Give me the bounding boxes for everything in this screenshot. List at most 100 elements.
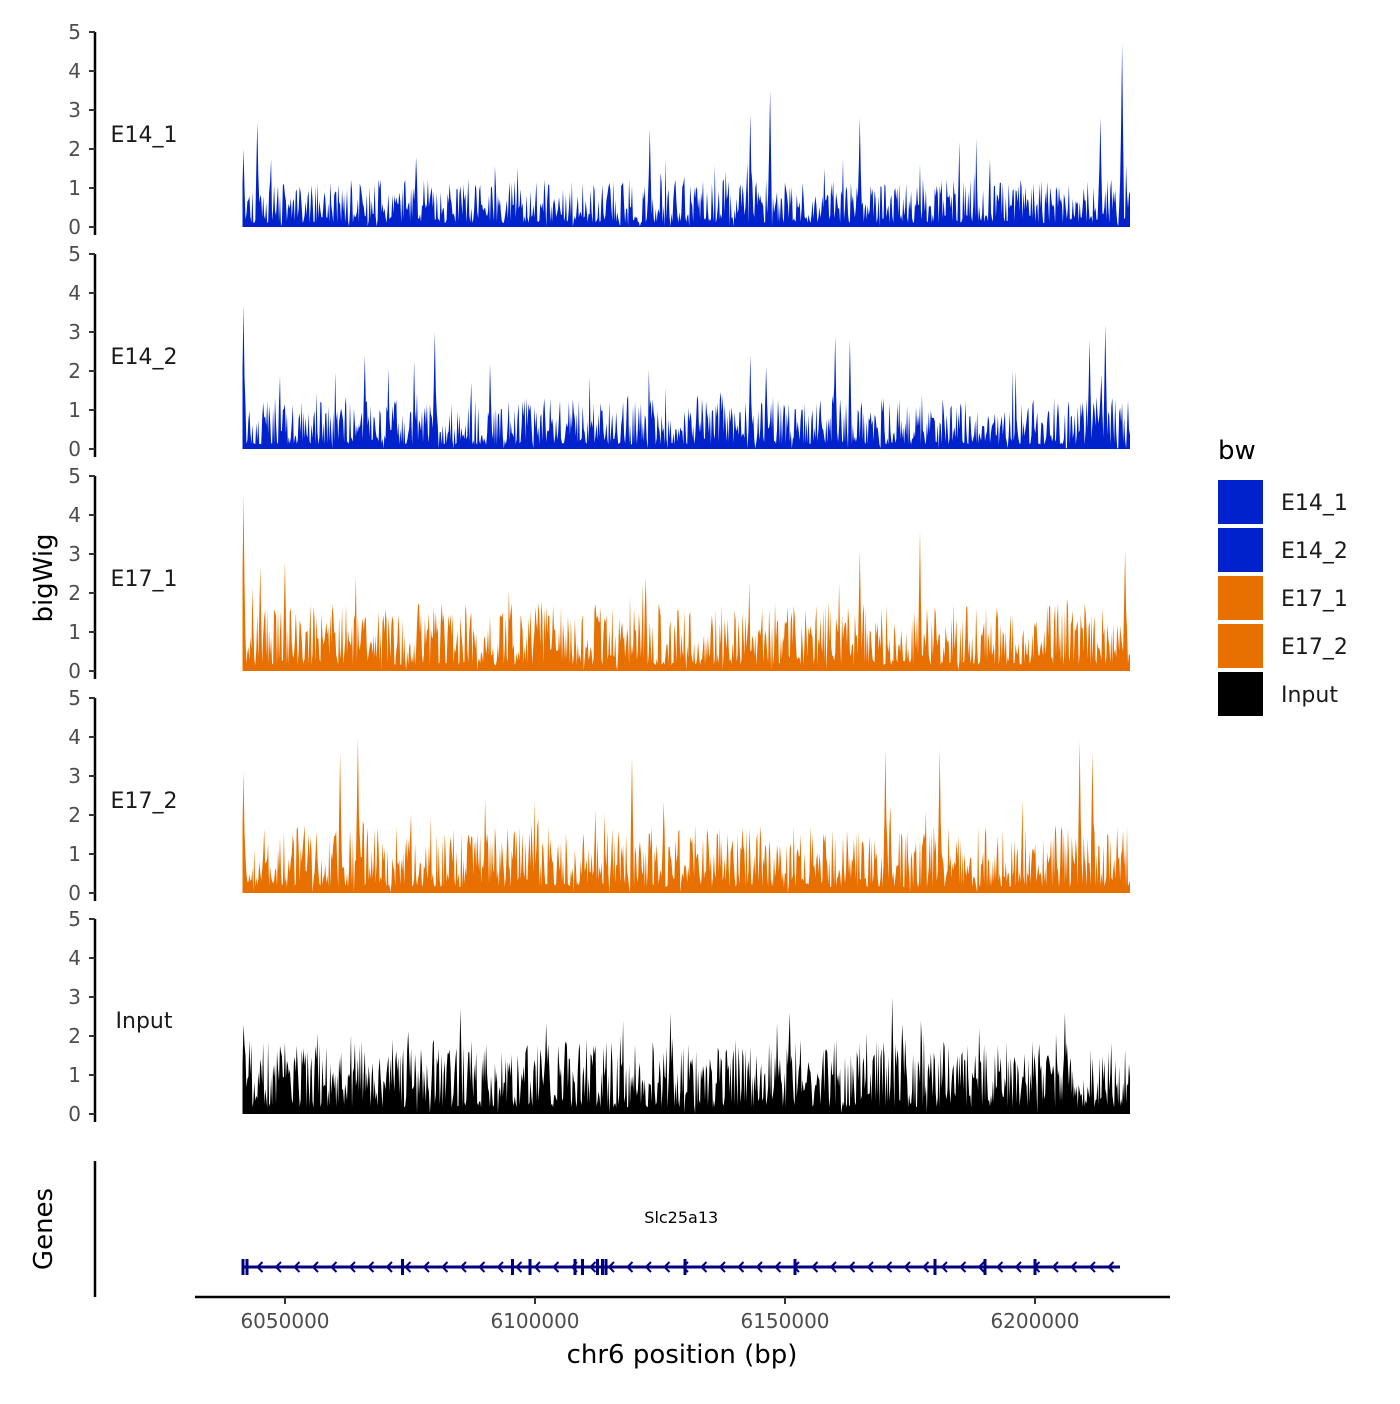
y-tick-label: 0 (68, 881, 81, 905)
y-tick-label: 0 (68, 659, 81, 683)
strand-arrow (737, 1261, 745, 1273)
strand-arrow (626, 1261, 634, 1273)
track-E14_1: 0 1 2 3 4 5 E14_1 (68, 20, 1130, 239)
strand-arrow (496, 1261, 504, 1273)
coverage-area-E17_2 (242, 737, 1130, 893)
y-tick-label: 4 (68, 725, 81, 749)
y-tick-label: 4 (68, 946, 81, 970)
legend-label-Input: Input (1281, 683, 1338, 708)
coverage-area-E14_2 (242, 304, 1130, 449)
y-tick-label: 1 (68, 620, 81, 644)
strand-arrow (663, 1261, 671, 1273)
track-label: E17_1 (111, 567, 178, 592)
y-tick-label: 2 (68, 803, 81, 827)
genes-axis-title: Genes (29, 1188, 59, 1270)
strand-arrow (311, 1261, 319, 1273)
strand-arrow (1107, 1261, 1115, 1273)
legend-title: bw (1218, 436, 1256, 466)
y-tick-label: 1 (68, 398, 81, 422)
x-tick-label: 6150000 (740, 1309, 829, 1333)
y-tick-label: 0 (68, 215, 81, 239)
strand-arrow (367, 1261, 375, 1273)
legend-swatch-E14_1 (1218, 480, 1263, 524)
strand-arrow (755, 1261, 763, 1273)
y-tick-label: 5 (68, 686, 81, 710)
strand-arrow (811, 1261, 819, 1273)
strand-arrow (385, 1261, 393, 1273)
x-axis-title: chr6 position (bp) (567, 1340, 798, 1370)
x-tick-label: 6100000 (490, 1309, 579, 1333)
track-label: E14_2 (111, 345, 178, 370)
strand-arrow (404, 1261, 412, 1273)
y-tick-label: 0 (68, 1102, 81, 1126)
gene-label: Slc25a13 (644, 1208, 718, 1227)
y-tick-label: 3 (68, 320, 81, 344)
strand-arrow (293, 1261, 301, 1273)
strand-arrow (256, 1261, 264, 1273)
y-tick-label: 5 (68, 242, 81, 266)
y-tick-label: 1 (68, 842, 81, 866)
legend: bw E14_1 E14_2 E17_1 E17_2 Input (1218, 436, 1348, 716)
track-Input: 0 1 2 3 4 5 Input (68, 907, 1130, 1126)
strand-arrow (1070, 1261, 1078, 1273)
coverage-area-Input (242, 997, 1130, 1114)
strand-arrow (274, 1261, 282, 1273)
strand-arrow (940, 1261, 948, 1273)
y-axis-title: bigWig (29, 533, 59, 622)
legend-label-E17_1: E17_1 (1281, 587, 1348, 612)
track-E14_2: 0 1 2 3 4 5 E14_2 (68, 242, 1130, 461)
strand-arrow (441, 1261, 449, 1273)
y-tick-label: 2 (68, 581, 81, 605)
track-E17_1: 0 1 2 3 4 5 E17_1 (68, 464, 1130, 683)
track-E17_2: 0 1 2 3 4 5 E17_2 (68, 686, 1130, 905)
strand-arrow (478, 1261, 486, 1273)
track-label: E14_1 (111, 123, 178, 148)
y-tick-label: 3 (68, 985, 81, 1009)
y-tick-label: 3 (68, 98, 81, 122)
y-tick-label: 5 (68, 20, 81, 44)
genes-panel: Slc25a13 (93, 1161, 1120, 1297)
strand-arrow (607, 1261, 615, 1273)
strand-arrow (422, 1261, 430, 1273)
strand-arrow (348, 1261, 356, 1273)
y-tick-label: 4 (68, 281, 81, 305)
strand-arrow (1088, 1261, 1096, 1273)
y-tick-label: 3 (68, 764, 81, 788)
y-tick-label: 2 (68, 359, 81, 383)
tracks-layer: 0 1 2 3 4 5 E14_1 0 1 2 3 4 5 E14_2 0 1 2 3 4 5 E17_1 0 1 2 3 4 5 E… (68, 20, 1130, 1126)
legend-label-E14_2: E14_2 (1281, 539, 1348, 564)
strand-arrow (718, 1261, 726, 1273)
strand-arrow (552, 1261, 560, 1273)
legend-label-E17_2: E17_2 (1281, 635, 1348, 660)
y-tick-label: 3 (68, 542, 81, 566)
y-tick-label: 4 (68, 503, 81, 527)
coverage-area-E17_1 (242, 495, 1130, 671)
y-tick-label: 1 (68, 1063, 81, 1087)
legend-swatch-E17_1 (1218, 576, 1263, 620)
legend-swatch-E14_2 (1218, 528, 1263, 572)
legend-swatch-E17_2 (1218, 624, 1263, 668)
coverage-area-E14_1 (242, 43, 1130, 228)
strand-arrow (644, 1261, 652, 1273)
x-axis: 6050000 6100000 6150000 6200000 (195, 1295, 1170, 1333)
y-tick-label: 0 (68, 437, 81, 461)
strand-arrow (829, 1261, 837, 1273)
strand-arrow (903, 1261, 911, 1273)
strand-arrow (700, 1261, 708, 1273)
strand-arrow (1051, 1261, 1059, 1273)
y-tick-label: 2 (68, 1024, 81, 1048)
y-tick-label: 1 (68, 176, 81, 200)
legend-swatch-Input (1218, 672, 1263, 716)
strand-arrow (977, 1261, 985, 1273)
strand-arrow (885, 1261, 893, 1273)
strand-arrow (922, 1261, 930, 1273)
y-tick-label: 5 (68, 464, 81, 488)
strand-arrow (996, 1261, 1004, 1273)
track-label: Input (116, 1009, 173, 1034)
strand-arrow (774, 1261, 782, 1273)
y-tick-label: 2 (68, 137, 81, 161)
strand-arrow (959, 1261, 967, 1273)
strand-arrow (330, 1261, 338, 1273)
strand-arrow (459, 1261, 467, 1273)
